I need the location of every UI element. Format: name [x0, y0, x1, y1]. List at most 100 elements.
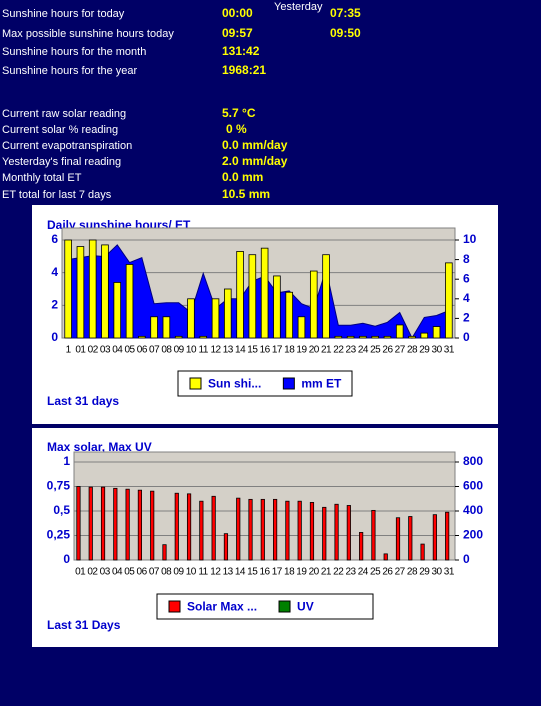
x-tick-label: 15 [247, 345, 258, 356]
stat-value: 0 % [226, 122, 247, 136]
x-tick-label: 23 [345, 567, 356, 578]
stat-label: Current solar % reading [2, 124, 118, 136]
x-tick-label: 22 [333, 567, 344, 578]
x-tick-label: 31 [444, 345, 455, 356]
chart-footer: Last 31 days [47, 394, 119, 408]
x-tick-label: 30 [432, 567, 443, 578]
y2-tick-label: 4 [463, 291, 470, 305]
legend-label: mm ET [301, 377, 342, 391]
bar [260, 498, 265, 561]
legend-label: Sun shi... [208, 377, 261, 391]
x-tick-label: 29 [419, 345, 430, 356]
bar [150, 316, 158, 339]
legend-label: UV [297, 600, 314, 614]
bar [420, 543, 425, 561]
bar [273, 275, 281, 339]
x-tick-label: 10 [186, 345, 197, 356]
bar [187, 298, 195, 339]
y-tick-label: 4 [51, 265, 58, 279]
bar [211, 495, 216, 561]
y-tick-label: 2 [51, 298, 58, 312]
bar [150, 490, 155, 561]
stat-yesterday: 07:35 [330, 6, 361, 20]
x-tick-label: 14 [235, 567, 246, 578]
x-tick-label: 10 [186, 567, 197, 578]
x-tick-label: 25 [370, 567, 381, 578]
x-tick-label: 22 [333, 345, 344, 356]
y2-tick-label: 6 [463, 271, 470, 285]
bar [199, 500, 204, 561]
x-tick-label: 08 [161, 567, 172, 578]
bar [236, 251, 244, 339]
x-tick-label: 19 [296, 567, 307, 578]
x-tick-label: 27 [395, 345, 406, 356]
bar [297, 316, 306, 339]
y-tick-label: 1 [63, 454, 70, 468]
bar [162, 544, 167, 561]
stat-label: ET total for last 7 days [2, 189, 112, 201]
bar [113, 487, 118, 561]
bar [445, 262, 453, 339]
bar [395, 324, 404, 339]
bar [395, 517, 401, 561]
x-tick-label: 17 [272, 567, 283, 578]
stat-label: Sunshine hours for today [2, 8, 125, 20]
x-tick-label: 06 [137, 567, 148, 578]
y2-tick-label: 0 [463, 330, 470, 344]
x-tick-label: 20 [309, 345, 320, 356]
stat-label: Max possible sunshine hours today [2, 28, 174, 40]
bar [309, 502, 315, 561]
legend-swatch [278, 600, 291, 613]
yesterday-header: Yesterday [274, 1, 323, 13]
bar [408, 516, 413, 561]
stat-value: 10.5 mm [222, 187, 270, 201]
x-tick-label: 04 [112, 567, 123, 578]
x-tick-label: 18 [284, 345, 295, 356]
x-tick-label: 01 [75, 345, 86, 356]
bar [432, 514, 437, 561]
x-tick-label: 13 [223, 345, 234, 356]
x-tick-label: 03 [100, 345, 111, 356]
y-tick-label: 0,75 [47, 479, 71, 493]
x-tick-label: 09 [173, 567, 184, 578]
x-tick-label: 28 [407, 567, 418, 578]
bar [285, 291, 293, 339]
x-tick-label: 15 [247, 567, 258, 578]
x-tick-label: 18 [284, 567, 295, 578]
x-tick-label: 26 [382, 345, 393, 356]
y-tick-label: 0 [63, 552, 70, 566]
bar [248, 254, 257, 339]
bar [162, 316, 171, 339]
x-tick-label: 21 [321, 345, 332, 356]
y2-tick-label: 400 [463, 503, 483, 517]
y2-tick-label: 8 [463, 252, 470, 266]
bar [408, 335, 416, 339]
bar [346, 335, 355, 339]
x-tick-label: 24 [358, 567, 369, 578]
x-tick-label: 17 [272, 345, 283, 356]
stat-label: Current evapotranspiration [2, 140, 132, 152]
bar [186, 493, 192, 561]
bar [236, 497, 241, 561]
bar [125, 264, 134, 339]
bar [64, 239, 72, 339]
x-tick-label: 13 [223, 567, 234, 578]
chart-footer: Last 31 Days [47, 618, 121, 632]
x-tick-label: 12 [210, 345, 221, 356]
bar [138, 335, 146, 339]
y2-tick-label: 800 [463, 454, 483, 468]
x-tick-label: 07 [149, 345, 160, 356]
x-tick-label: 09 [174, 345, 185, 356]
stat-label: Current raw solar reading [2, 108, 126, 120]
x-tick-label: 30 [432, 345, 443, 356]
x-tick-label: 27 [395, 567, 406, 578]
bar [297, 500, 302, 561]
x-tick-label: 29 [419, 567, 430, 578]
bar [359, 335, 367, 339]
x-tick-label: 12 [210, 567, 221, 578]
bar [322, 506, 327, 561]
x-tick-label: 25 [370, 345, 381, 356]
y-tick-label: 0 [51, 330, 58, 344]
